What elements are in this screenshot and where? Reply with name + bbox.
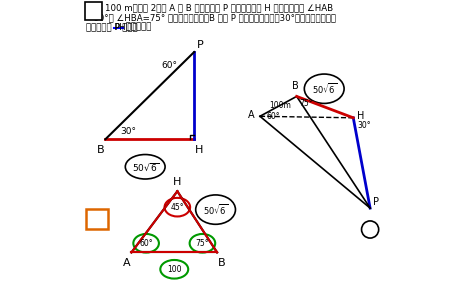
Text: 60°: 60° xyxy=(139,239,153,248)
Text: H: H xyxy=(194,145,203,155)
Text: A: A xyxy=(123,258,131,268)
Text: 75°: 75° xyxy=(196,239,209,248)
Text: $50\sqrt{6}$: $50\sqrt{6}$ xyxy=(132,161,159,173)
Text: 60°: 60° xyxy=(162,61,178,69)
Text: $50\sqrt{6}$: $50\sqrt{6}$ xyxy=(311,81,337,96)
Text: 100: 100 xyxy=(167,265,182,274)
FancyBboxPatch shape xyxy=(85,2,102,20)
Text: P: P xyxy=(197,39,204,50)
Text: 75°: 75° xyxy=(299,99,313,108)
Text: P: P xyxy=(373,196,379,207)
FancyBboxPatch shape xyxy=(86,209,109,229)
Text: B: B xyxy=(97,145,105,155)
Text: 60°: 60° xyxy=(267,112,280,121)
Text: =60°， ∠HBA=75° であった。また，B から P を見上げた角度は30°であった。図にお: =60°， ∠HBA=75° であった。また，B から P を見上げた角度は30… xyxy=(85,13,336,22)
Text: 30°: 30° xyxy=(357,121,371,130)
Text: $50\sqrt{6}$: $50\sqrt{6}$ xyxy=(203,202,228,217)
Text: 10: 10 xyxy=(89,212,106,225)
Text: 100m: 100m xyxy=(269,101,291,110)
Text: B: B xyxy=(218,258,226,268)
Text: H: H xyxy=(173,177,182,187)
Text: A: A xyxy=(248,110,255,120)
Text: 45°: 45° xyxy=(171,203,184,212)
Text: を求めよ。: を求めよ。 xyxy=(123,23,152,32)
Text: B: B xyxy=(292,81,299,91)
Text: H: H xyxy=(357,111,365,121)
Text: 30°: 30° xyxy=(120,127,136,136)
Text: 100 m離れた 2地点 A と B から，気球 P の真下の地点 H を見たとき， ∠HAB: 100 m離れた 2地点 A と B から，気球 P の真下の地点 H を見たと… xyxy=(105,3,333,12)
Text: 20: 20 xyxy=(86,6,101,16)
Text: PH: PH xyxy=(114,23,126,32)
Text: いて，気球 P の高さ: いて，気球 P の高さ xyxy=(85,23,140,32)
